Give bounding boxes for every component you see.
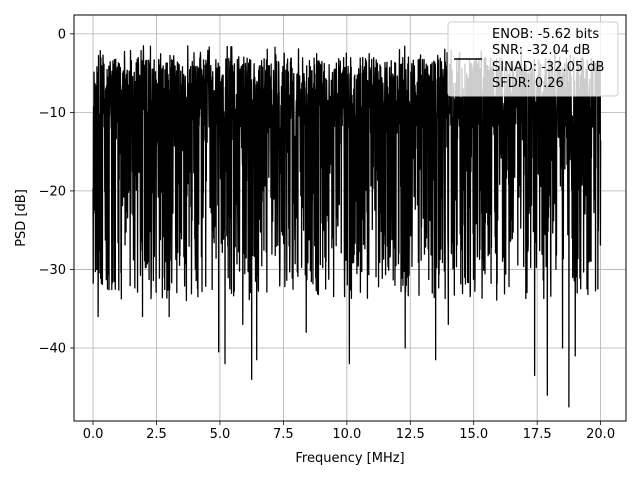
x-tick-label: 0.0 [83, 427, 104, 442]
y-tick-label: −20 [39, 184, 66, 199]
x-tick-label: 17.5 [523, 427, 552, 442]
x-tick-label: 5.0 [210, 427, 231, 442]
y-axis-ticks: 0 −10 −20 −30 −40 [39, 27, 74, 356]
x-tick-label: 10.0 [332, 427, 361, 442]
x-axis-label: Frequency [MHz] [295, 451, 404, 466]
x-tick-label: 15.0 [459, 427, 488, 442]
y-tick-label: −40 [39, 341, 66, 356]
legend-entry-sinad: SINAD: -32.05 dB [492, 60, 604, 75]
legend-box [447, 21, 619, 97]
x-tick-label: 12.5 [396, 427, 425, 442]
x-tick-label: 20.0 [586, 427, 615, 442]
y-axis-label: PSD [dB] [14, 189, 29, 247]
legend-entry-enob: ENOB: -5.62 bits [492, 27, 599, 42]
plot-area [92, 45, 602, 408]
axes-frame [73, 14, 627, 422]
y-tick-label: −10 [39, 106, 66, 121]
y-tick-label: −30 [39, 263, 66, 278]
x-tick-label: 7.5 [273, 427, 294, 442]
legend-entry-snr: SNR: -32.04 dB [492, 43, 590, 58]
legend: ENOB: -5.62 bits SNR: -32.04 dB SINAD: -… [447, 21, 619, 97]
x-tick-label: 2.5 [146, 427, 167, 442]
y-tick-label: 0 [58, 27, 66, 42]
x-axis-ticks: 0.0 2.5 5.0 7.5 10.0 12.5 15.0 17.5 20.0 [83, 421, 615, 442]
legend-entry-sfdr: SFDR: 0.26 [492, 76, 564, 91]
psd-series-line [92, 45, 602, 408]
